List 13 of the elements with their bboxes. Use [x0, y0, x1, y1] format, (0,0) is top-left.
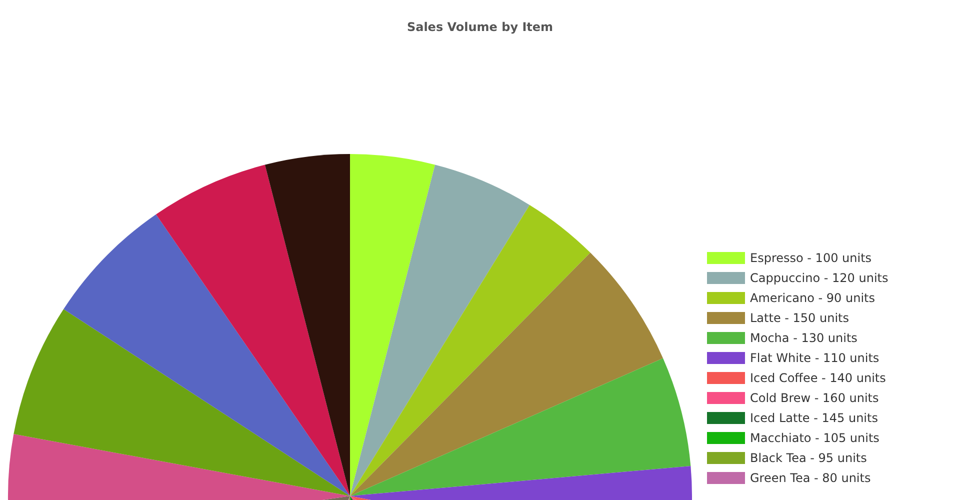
- legend-label: Iced Coffee - 140 units: [750, 371, 886, 385]
- legend-label: Flat White - 110 units: [750, 351, 880, 365]
- legend-label: Macchiato - 105 units: [750, 431, 880, 445]
- legend-label: Mocha - 130 units: [750, 331, 858, 345]
- legend-label: Americano - 90 units: [750, 291, 875, 305]
- legend-label: Iced Latte - 145 units: [750, 411, 878, 425]
- legend-label: Latte - 150 units: [750, 311, 850, 325]
- legend-label: Cappuccino - 120 units: [750, 271, 888, 285]
- legend-label: Cold Brew - 160 units: [750, 391, 879, 405]
- legend-label: Espresso - 100 units: [750, 251, 872, 265]
- legend-label: Black Tea - 95 units: [750, 451, 867, 465]
- chart-title: Sales Volume by Item: [406, 20, 554, 34]
- legend-label: Green Tea - 80 units: [750, 471, 871, 485]
